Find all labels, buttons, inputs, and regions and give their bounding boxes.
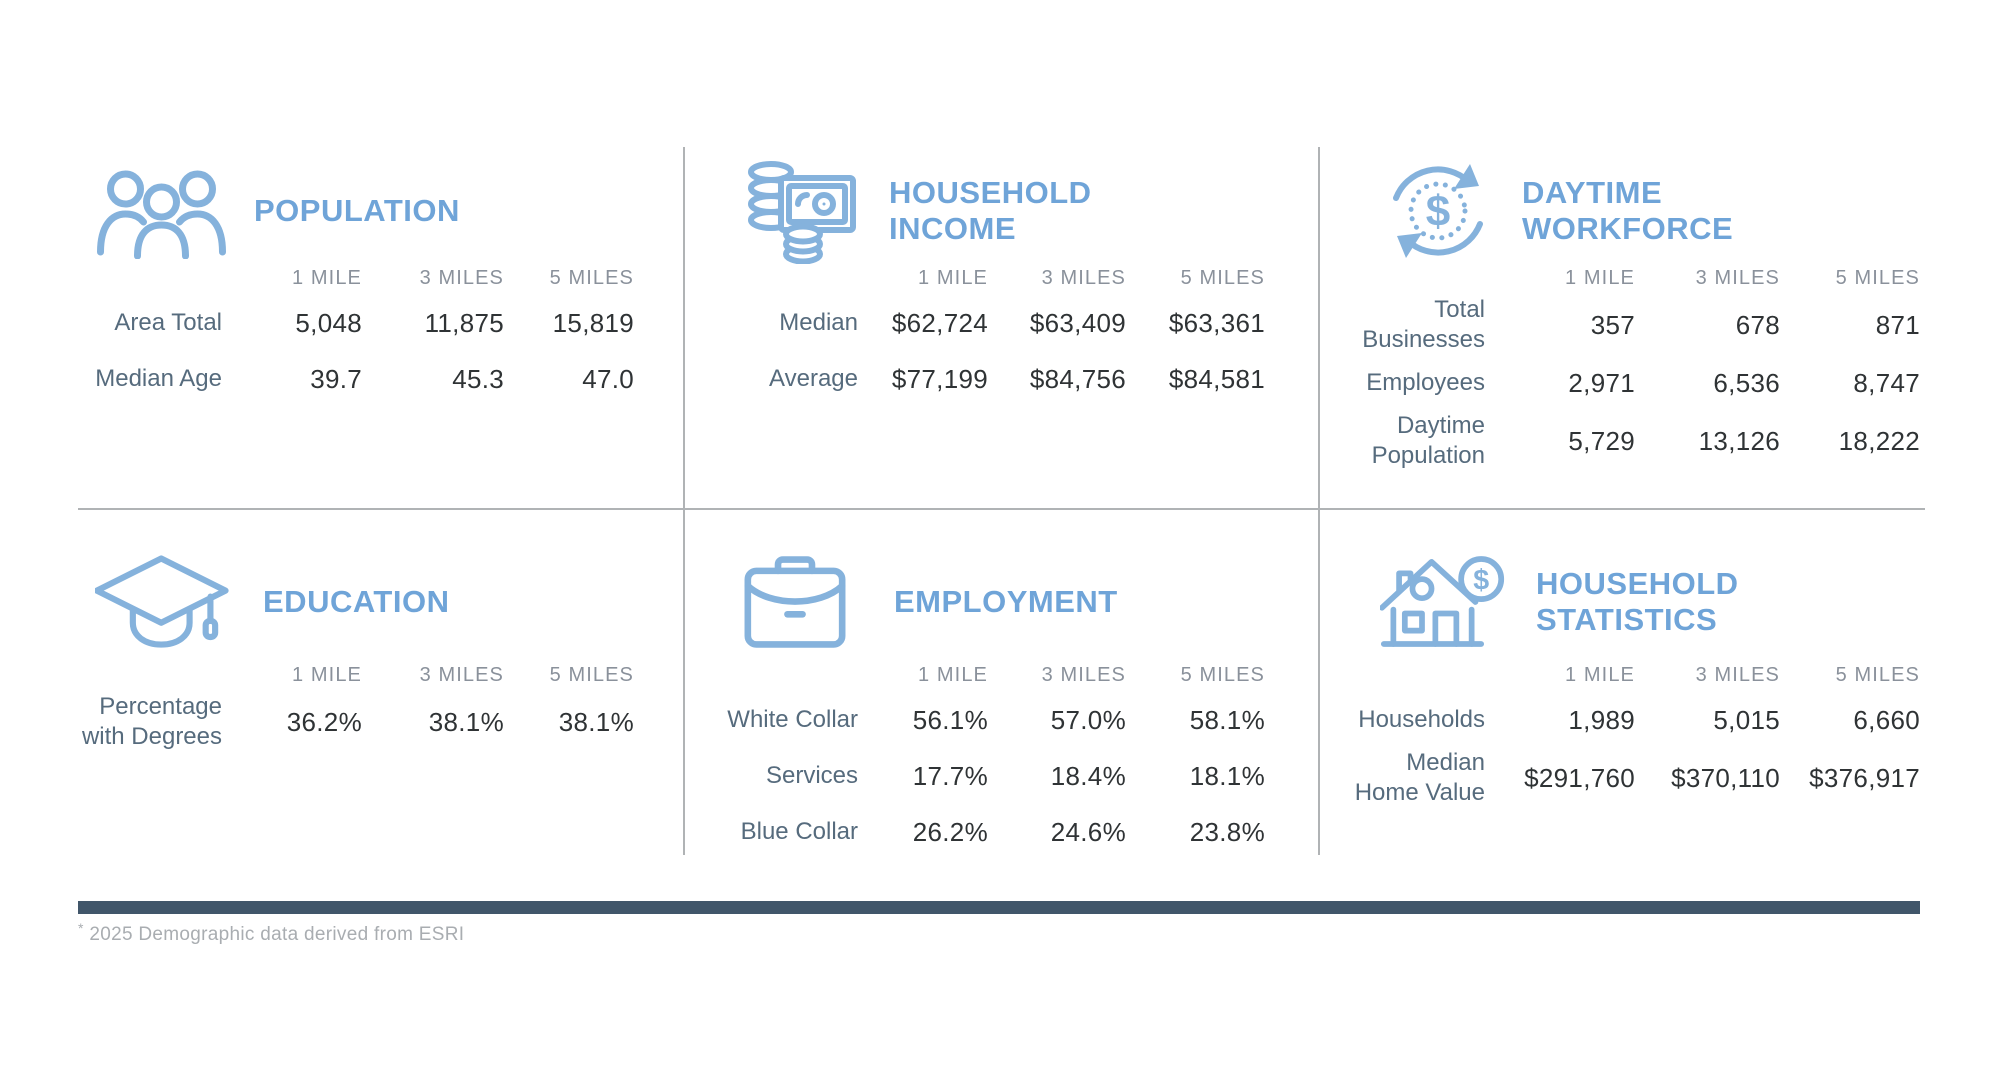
money-coins-icon: [745, 158, 857, 264]
stat-value: 8,747: [1853, 367, 1920, 398]
column-header: 5 MILES: [1180, 266, 1265, 289]
column-header: 3 MILES: [1041, 266, 1126, 289]
svg-text:$: $: [1426, 187, 1450, 236]
stat-value: 47.0: [582, 363, 634, 394]
section-household-income: HOUSEHOLD INCOME 1 MILE 3 MILES 5 MILES …: [683, 147, 1320, 508]
column-header: 5 MILES: [1835, 663, 1920, 686]
stat-value: 13,126: [1698, 425, 1780, 456]
stat-value: 36.2%: [286, 706, 362, 737]
stat-value: 58.1%: [1189, 704, 1265, 735]
stat-value: 24.6%: [1050, 816, 1126, 847]
dollar-cycle-icon: $: [1382, 158, 1494, 264]
graduation-cap-icon: [95, 552, 235, 652]
stat-value: 18.4%: [1050, 760, 1126, 791]
stat-value: 5,729: [1568, 425, 1635, 456]
section-daytime-workforce: $ DAYTIME WORKFORCE 1 MILE 3 MILES 5 MIL…: [1320, 147, 1925, 508]
stat-value: $370,110: [1671, 762, 1780, 793]
row-label: Employees: [1366, 369, 1485, 396]
column-header: 1 MILE: [918, 266, 988, 289]
house-dollar-icon: $: [1380, 550, 1506, 654]
stat-value: $84,581: [1168, 363, 1265, 394]
briefcase-icon: [742, 552, 848, 652]
stat-value: 5,015: [1713, 704, 1780, 735]
population-icon: [95, 163, 228, 259]
column-header: 1 MILE: [1565, 266, 1635, 289]
section-title: DAYTIME WORKFORCE: [1522, 175, 1734, 246]
section-title: EMPLOYMENT: [894, 584, 1118, 620]
column-header: 3 MILES: [1695, 663, 1780, 686]
stat-value: 11,875: [424, 307, 504, 338]
section-population: POPULATION 1 MILE 3 MILES 5 MILES Area T…: [78, 147, 683, 508]
section-title: HOUSEHOLD STATISTICS: [1536, 566, 1739, 637]
stat-value: $63,361: [1168, 307, 1265, 338]
stat-value: 45.3: [452, 363, 504, 394]
row-label: Percentage with Degrees: [81, 693, 222, 750]
stat-value: 6,660: [1853, 704, 1920, 735]
stat-value: 38.1%: [428, 706, 504, 737]
stat-value: 15,819: [552, 307, 634, 338]
stat-value: 23.8%: [1189, 816, 1265, 847]
stat-value: 2,971: [1568, 367, 1635, 398]
stat-value: 6,536: [1713, 367, 1780, 398]
section-household-statistics: $ HOUSEHOLD STATISTICS 1 MILE 3 MILES 5 …: [1320, 508, 1925, 855]
section-title: EDUCATION: [263, 584, 450, 620]
stat-value: $376,917: [1809, 762, 1920, 793]
footnote-text: 2025 Demographic data derived from ESRI: [89, 924, 465, 945]
footnote: * 2025 Demographic data derived from ESR…: [78, 920, 464, 946]
stat-value: 56.1%: [912, 704, 988, 735]
stat-value: 18.1%: [1189, 760, 1265, 791]
row-label: Median Home Value: [1354, 749, 1485, 806]
stat-value: 678: [1735, 309, 1780, 340]
column-header: 5 MILES: [1180, 663, 1265, 686]
row-label: Median Age: [95, 365, 222, 392]
column-header: 1 MILE: [918, 663, 988, 686]
column-header: 3 MILES: [419, 266, 504, 289]
column-header: 3 MILES: [1695, 266, 1780, 289]
stat-value: 39.7: [310, 363, 362, 394]
footer-divider-bar: [78, 901, 1920, 914]
column-header: 5 MILES: [1835, 266, 1920, 289]
stat-value: $291,760: [1524, 762, 1635, 793]
stat-value: 18,222: [1838, 425, 1920, 456]
stat-value: 1,989: [1568, 704, 1635, 735]
row-label: White Collar: [727, 706, 858, 733]
stat-value: 26.2%: [912, 816, 988, 847]
svg-text:$: $: [1473, 565, 1489, 597]
column-header: 3 MILES: [419, 663, 504, 686]
row-label: Services: [765, 762, 858, 789]
row-label: Average: [769, 365, 858, 392]
row-label: Blue Collar: [740, 818, 858, 845]
column-header: 1 MILE: [1565, 663, 1635, 686]
section-title: POPULATION: [254, 193, 460, 229]
footnote-asterisk: *: [78, 920, 84, 936]
stat-value: 5,048: [295, 307, 362, 338]
stat-value: $63,409: [1029, 307, 1126, 338]
stat-value: $84,756: [1029, 363, 1126, 394]
stat-value: $77,199: [891, 363, 988, 394]
stat-value: 57.0%: [1050, 704, 1126, 735]
stat-value: 17.7%: [912, 760, 988, 791]
row-label: Total Businesses: [1362, 296, 1485, 353]
stat-value: $62,724: [891, 307, 988, 338]
stat-value: 871: [1875, 309, 1920, 340]
column-header: 5 MILES: [549, 266, 634, 289]
stat-value: 357: [1590, 309, 1635, 340]
column-header: 1 MILE: [292, 266, 362, 289]
column-header: 1 MILE: [292, 663, 362, 686]
row-label: Area Total: [114, 309, 222, 336]
column-header: 5 MILES: [549, 663, 634, 686]
section-education: EDUCATION 1 MILE 3 MILES 5 MILES Percent…: [78, 508, 683, 855]
section-employment: EMPLOYMENT 1 MILE 3 MILES 5 MILES White …: [683, 508, 1320, 855]
row-label: Median: [779, 309, 858, 336]
stats-grid: POPULATION 1 MILE 3 MILES 5 MILES Area T…: [78, 147, 1925, 855]
row-label: Households: [1358, 706, 1485, 733]
stat-value: 38.1%: [558, 706, 634, 737]
section-title: HOUSEHOLD INCOME: [889, 175, 1092, 246]
row-label: Daytime Population: [1371, 412, 1485, 469]
column-header: 3 MILES: [1041, 663, 1126, 686]
